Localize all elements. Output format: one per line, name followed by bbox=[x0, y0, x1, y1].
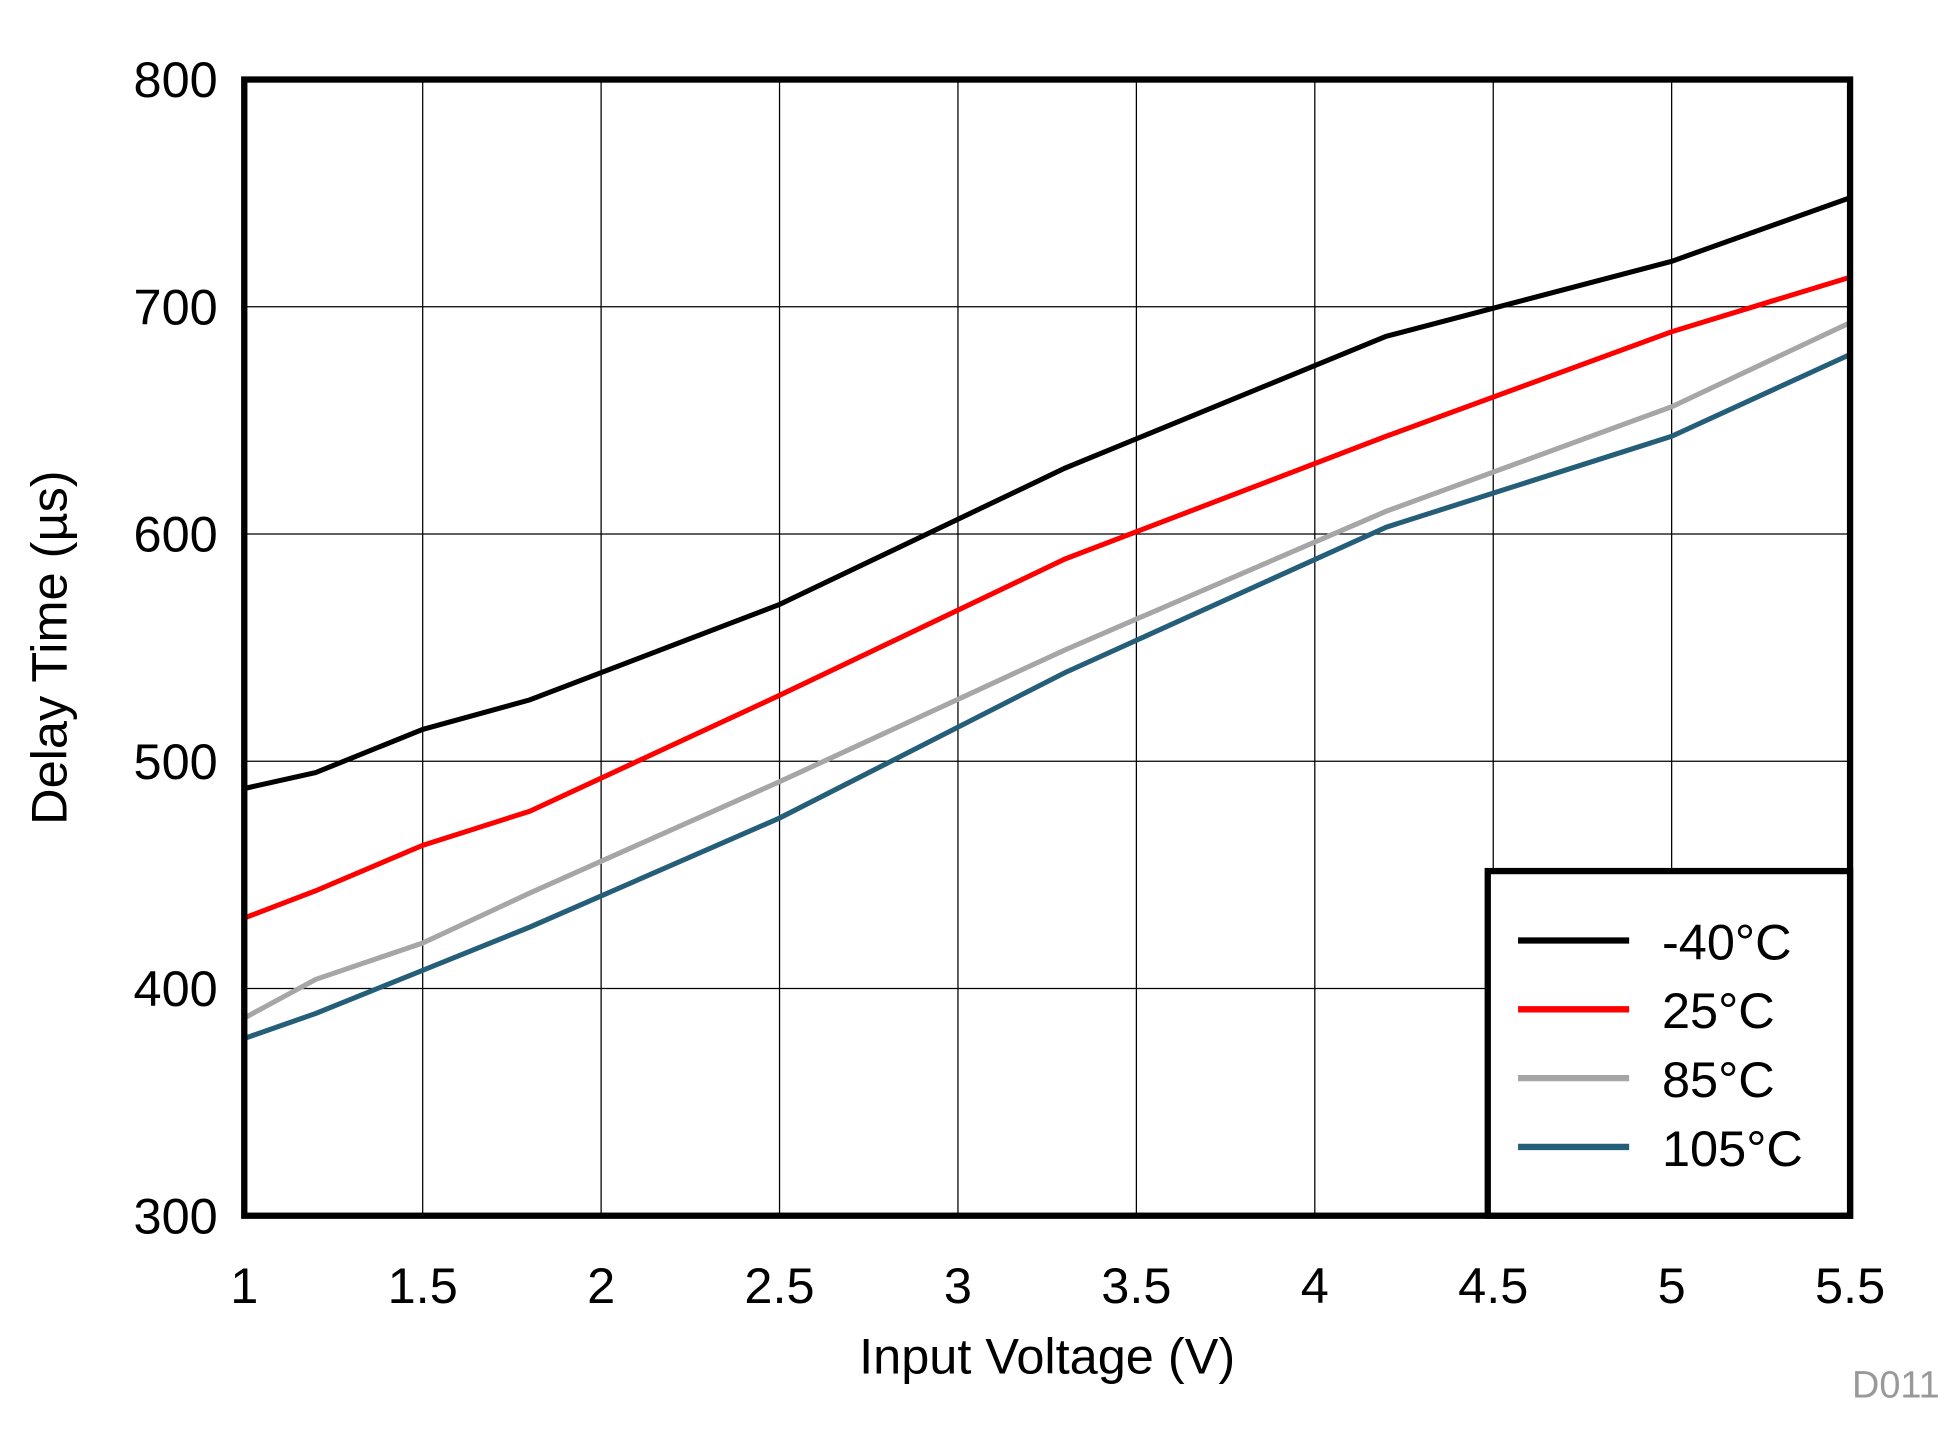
y-axis-label: Delay Time (µs) bbox=[20, 470, 77, 824]
legend-label: 25°C bbox=[1662, 982, 1775, 1039]
y-tick-label: 600 bbox=[134, 506, 218, 563]
x-tick-label: 5.5 bbox=[1815, 1257, 1885, 1314]
y-tick-label: 500 bbox=[134, 733, 218, 790]
x-tick-label: 2 bbox=[587, 1257, 615, 1314]
legend-label: 85°C bbox=[1662, 1051, 1775, 1108]
y-tick-label: 700 bbox=[134, 278, 218, 335]
series-line-25°C bbox=[243, 274, 1851, 921]
series-lines bbox=[243, 195, 1852, 1041]
x-tick-label: 4 bbox=[1301, 1257, 1329, 1314]
legend-label: 105°C bbox=[1662, 1120, 1803, 1177]
y-tick-label: 400 bbox=[134, 960, 218, 1017]
x-tick-label: 1 bbox=[230, 1257, 258, 1314]
x-tick-label: 3 bbox=[944, 1257, 972, 1314]
series-line-85°C bbox=[243, 320, 1852, 1021]
x-tick-labels: 1 1.5 2 2.5 3 3.5 4 4.5 5 5.5 bbox=[230, 1257, 1885, 1314]
x-tick-label: 4.5 bbox=[1458, 1257, 1528, 1314]
y-tick-labels: 300 400 500 600 700 800 bbox=[134, 51, 218, 1244]
x-tick-label: 1.5 bbox=[388, 1257, 458, 1314]
legend[interactable]: -40°C 25°C 85°C 105°C bbox=[1484, 867, 1854, 1219]
x-axis-label: Input Voltage (V) bbox=[859, 1328, 1235, 1385]
series-line-105°C bbox=[243, 352, 1852, 1041]
series-line--40°C bbox=[243, 195, 1851, 791]
legend-label: -40°C bbox=[1662, 913, 1792, 970]
x-tick-label: 2.5 bbox=[744, 1257, 814, 1314]
x-tick-label: 5 bbox=[1658, 1257, 1686, 1314]
legend-box bbox=[1484, 867, 1854, 1219]
y-tick-label: 300 bbox=[134, 1187, 218, 1244]
figure-id: D011 bbox=[1852, 1365, 1940, 1407]
x-tick-label: 3.5 bbox=[1101, 1257, 1171, 1314]
plot-frame bbox=[241, 76, 1854, 1219]
y-tick-label: 800 bbox=[134, 51, 218, 108]
